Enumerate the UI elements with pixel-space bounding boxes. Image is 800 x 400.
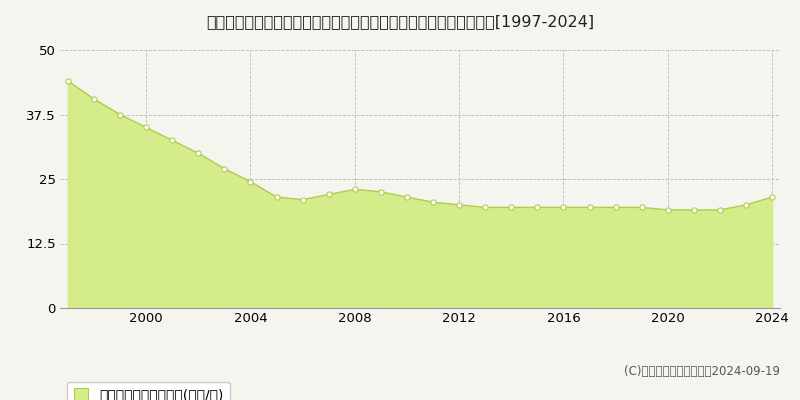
Point <box>166 137 178 144</box>
Point <box>583 204 596 210</box>
Point <box>453 202 466 208</box>
Point <box>87 96 100 102</box>
Point <box>374 189 387 195</box>
Point <box>270 194 283 200</box>
Point <box>557 204 570 210</box>
Text: 千葉県千葉市緑区あすみが丘５丁目６０番６　基準地価　地価推移[1997-2024]: 千葉県千葉市緑区あすみが丘５丁目６０番６ 基準地価 地価推移[1997-2024… <box>206 14 594 29</box>
Legend: 基準地価　平均嵪単価(万円/嵪): 基準地価 平均嵪単価(万円/嵪) <box>67 382 230 400</box>
Point <box>505 204 518 210</box>
Point <box>62 78 74 84</box>
Point <box>714 207 726 213</box>
Point <box>610 204 622 210</box>
Point <box>687 207 700 213</box>
Point <box>531 204 544 210</box>
Point <box>479 204 492 210</box>
Text: (C)土地価格ドットコム　2024-09-19: (C)土地価格ドットコム 2024-09-19 <box>624 365 780 378</box>
Point <box>662 207 674 213</box>
Point <box>140 124 153 130</box>
Point <box>244 178 257 185</box>
Point <box>296 196 309 203</box>
Point <box>114 111 126 118</box>
Point <box>635 204 648 210</box>
Point <box>740 202 753 208</box>
Point <box>218 166 230 172</box>
Point <box>426 199 439 206</box>
Point <box>348 186 361 192</box>
Point <box>766 194 778 200</box>
Point <box>322 191 335 198</box>
Point <box>192 150 205 156</box>
Point <box>401 194 414 200</box>
